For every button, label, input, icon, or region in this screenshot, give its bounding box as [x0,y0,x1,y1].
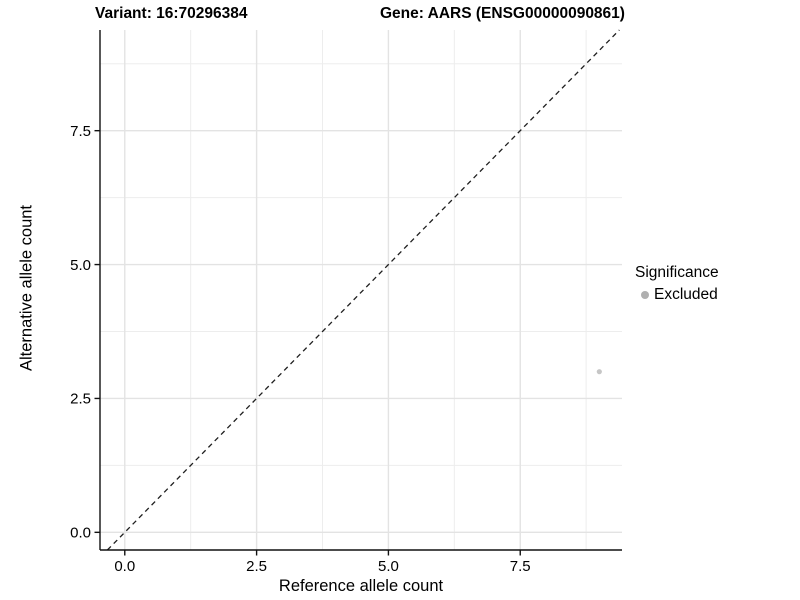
x-tick-label: 5.0 [378,558,399,575]
y-tick-label: 5.0 [70,257,91,274]
identity-reference-line [106,29,620,551]
y-tick-label: 7.5 [70,123,91,140]
legend-entry-label: Excluded [654,286,718,303]
plot-title-variant: Variant: 16:70296384 [95,5,248,22]
y-axis-title: Alternative allele count [17,204,36,372]
legend: Significance Excluded [635,264,719,304]
x-axis-title: Reference allele count [278,577,444,595]
x-tick-label: 0.0 [114,558,135,575]
legend-title: Significance [635,264,719,281]
x-tick-label: 7.5 [510,558,531,575]
x-tick-label: 2.5 [246,558,267,575]
plot-title-gene: Gene: AARS (ENSG00000090861) [380,5,625,22]
y-tick-label: 2.5 [70,391,91,408]
legend-entry-excluded: Excluded [635,286,719,304]
y-tick-label: 0.0 [70,525,91,542]
data-point [596,369,602,375]
legend-point-icon [641,291,649,299]
